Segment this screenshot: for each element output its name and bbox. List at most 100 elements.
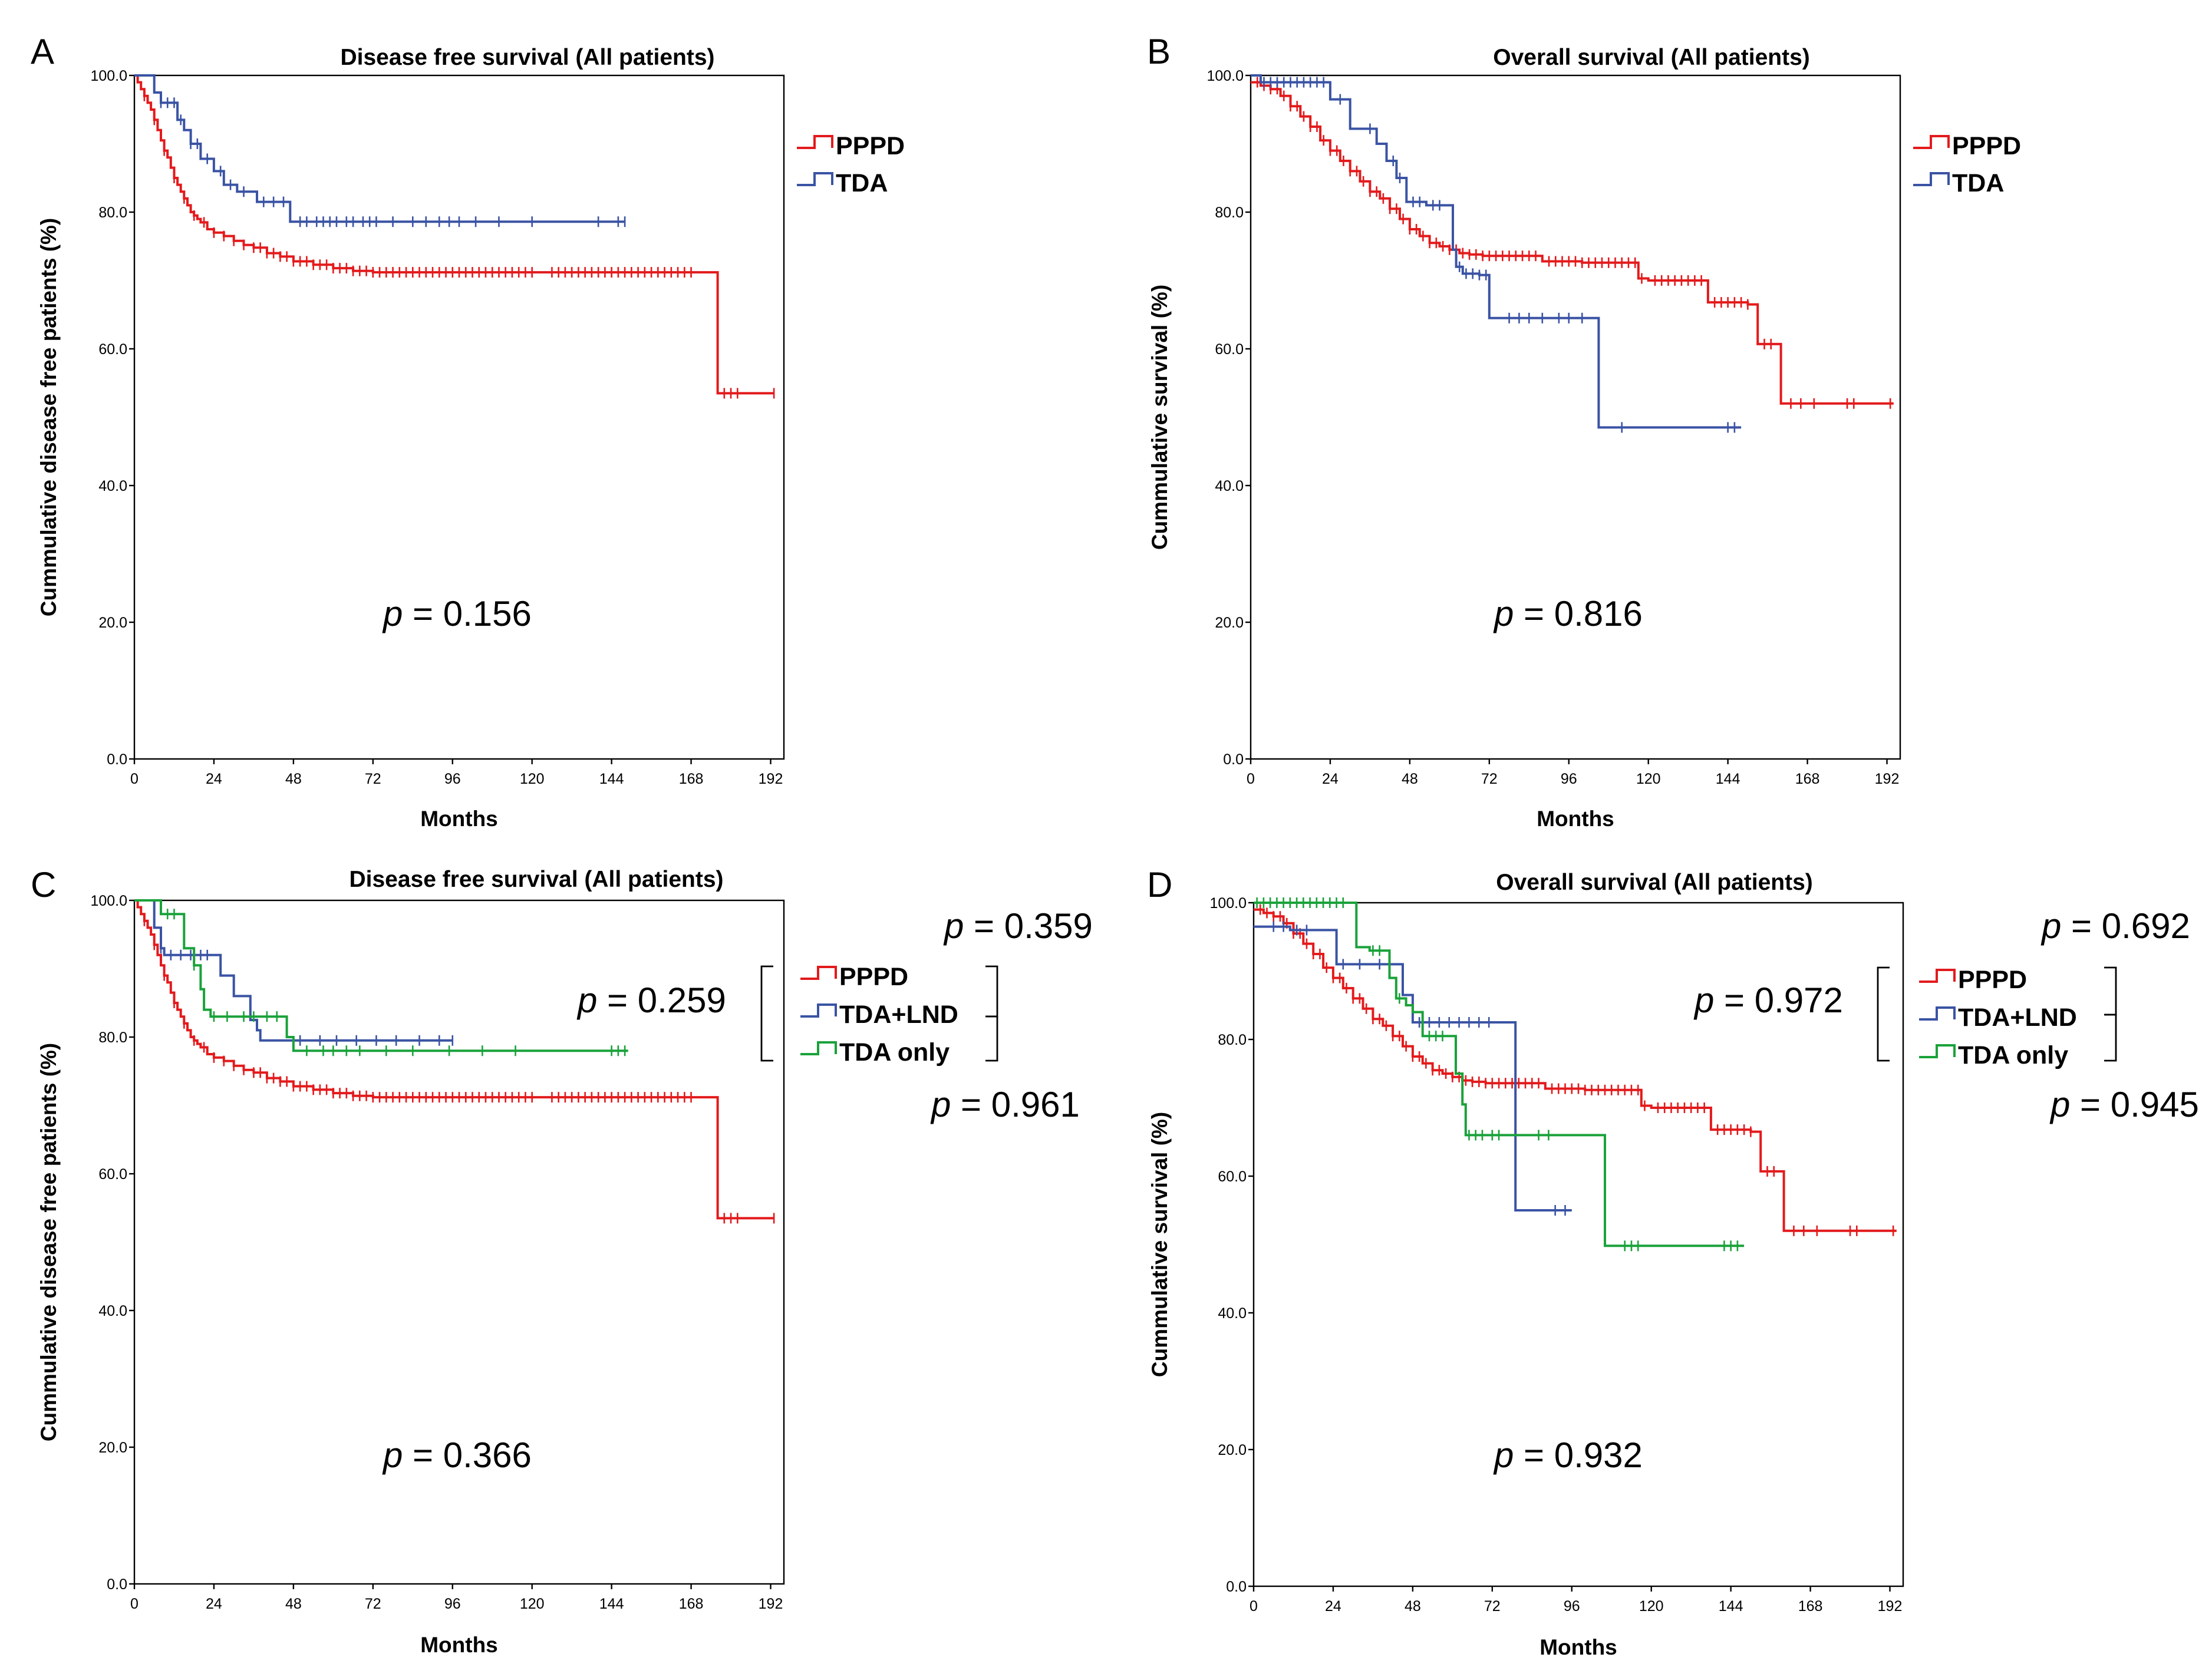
- p-value-text: = 0.156: [403, 594, 532, 633]
- p-symbol: p: [382, 594, 403, 633]
- chart-title: Disease free survival (All patients): [340, 45, 714, 70]
- legend-swatch-tda-lnd: [1919, 1006, 1956, 1021]
- y-tick-label: 60.0: [1218, 1168, 1247, 1185]
- x-axis-title: Months: [420, 1633, 498, 1657]
- x-tick-label: 192: [1875, 771, 1900, 787]
- p-value-bracket-bottom: p = 0.961: [930, 1085, 1080, 1124]
- chart-panel-b: B Overall survival (All patients) 0.0 20.0 4…: [1147, 32, 2021, 831]
- panel-label: C: [31, 865, 56, 904]
- p-value-bracket-left: p = 0.259: [576, 981, 726, 1020]
- series-tda-only: [134, 899, 628, 1057]
- y-tick-label: 40.0: [1215, 478, 1244, 494]
- y-tick-label: 20.0: [1215, 615, 1244, 631]
- x-tick-label: 72: [365, 1596, 381, 1612]
- p-symbol: p: [576, 981, 597, 1020]
- x-tick-label: 168: [679, 771, 704, 787]
- x-tick-label: 168: [1798, 1598, 1823, 1615]
- plot-frame: [1252, 902, 1904, 1587]
- series-tda: [134, 74, 626, 227]
- x-tick-label: 24: [1322, 771, 1339, 787]
- p-value-text: = 0.961: [951, 1085, 1080, 1124]
- p-symbol: p: [930, 1085, 951, 1124]
- x-tick-label: 120: [520, 1596, 545, 1612]
- x-tick-label: 72: [365, 771, 381, 787]
- x-tick-label: 48: [1405, 1598, 1421, 1615]
- x-tick-label: 48: [285, 771, 302, 787]
- panel-label: A: [31, 32, 54, 71]
- series-pppd: [1251, 77, 1894, 409]
- legend-swatch-pppd: [1913, 135, 1950, 149]
- y-tick-label: 20.0: [1218, 1442, 1247, 1458]
- series-tda-lnd: [1254, 921, 1572, 1216]
- bracket-left: [760, 965, 773, 1062]
- legend-swatch-pppd: [797, 135, 833, 149]
- legend-label: PPPD: [839, 963, 908, 991]
- x-axis-title: Months: [1540, 1635, 1617, 1659]
- legend-label: TDA: [836, 169, 888, 197]
- x-tick-label: 0: [1247, 771, 1255, 787]
- y-tick-label: 20.0: [98, 1440, 127, 1456]
- legend-swatch-pppd: [1919, 969, 1956, 983]
- x-tick-label: 0: [130, 1596, 139, 1612]
- p-value-center: p = 0.816: [1493, 594, 1643, 633]
- x-tick-label: 120: [1639, 1598, 1664, 1615]
- x-tick-label: 144: [599, 771, 624, 787]
- y-axis-title: Cummulative survival (%): [1148, 1112, 1172, 1377]
- x-axis-title: Months: [420, 807, 498, 831]
- y-tick-label: 40.0: [98, 478, 127, 494]
- x-tick-label: 96: [444, 1596, 461, 1612]
- y-tick-label: 100.0: [90, 68, 127, 84]
- legend-label: TDA+LND: [1958, 1003, 2077, 1032]
- p-value-text: = 0.692: [2061, 906, 2190, 946]
- x-axis-title: Months: [1537, 807, 1614, 831]
- y-tick-label: 60.0: [98, 341, 127, 358]
- p-value-bracket-top: p = 0.692: [2040, 906, 2190, 946]
- legend-label: TDA: [1952, 169, 2004, 197]
- survival-curve: [134, 899, 774, 1220]
- survival-curve: [134, 899, 453, 1042]
- y-axis-title: Cummulative disease free patients (%): [37, 1043, 61, 1442]
- p-value-bracket-left: p = 0.972: [1693, 981, 1843, 1020]
- p-symbol: p: [1693, 981, 1714, 1020]
- bracket-right-bottom: [2104, 1014, 2117, 1062]
- survival-curve: [1254, 925, 1572, 1211]
- bracket-right-bottom: [985, 1015, 998, 1062]
- survival-curve: [134, 899, 628, 1052]
- panel-label: D: [1147, 865, 1172, 904]
- y-tick-label: 80.0: [1215, 204, 1244, 221]
- bracket-right-top: [2104, 966, 2117, 1016]
- chart-panel-a: A Disease free survival (All patients) 0.0…: [31, 32, 905, 831]
- legend-swatch-tda: [797, 172, 833, 186]
- y-tick-label: 60.0: [98, 1166, 127, 1183]
- p-symbol: p: [2049, 1085, 2070, 1124]
- legend-swatch-pppd: [800, 966, 837, 980]
- y-tick-label: 60.0: [1215, 341, 1244, 358]
- y-tick-label: 0.0: [107, 751, 127, 768]
- survival-curve: [1254, 902, 1745, 1247]
- chart-panel-c: C Disease free survival (All patients) 0.0…: [31, 865, 1093, 1657]
- series-tda: [1251, 74, 1742, 433]
- series-tda-lnd: [134, 899, 454, 1046]
- x-tick-label: 0: [130, 771, 139, 787]
- p-value-text: = 0.932: [1514, 1435, 1643, 1475]
- bracket-right-top: [985, 965, 998, 1018]
- y-tick-label: 80.0: [1218, 1032, 1247, 1048]
- series-pppd: [1254, 904, 1897, 1236]
- survival-curve: [134, 74, 625, 223]
- plot-frame: [133, 74, 785, 760]
- legend-label: PPPD: [1952, 132, 2021, 160]
- survival-curve: [134, 74, 774, 395]
- y-tick-label: 80.0: [98, 1029, 127, 1046]
- x-tick-label: 96: [1561, 771, 1577, 787]
- y-tick-label: 20.0: [98, 615, 127, 631]
- legend-swatch-tda-lnd: [800, 1003, 837, 1018]
- p-value-text: = 0.359: [964, 906, 1093, 946]
- y-axis-title: Cummulative survival (%): [1148, 285, 1172, 550]
- y-tick-label: 100.0: [90, 893, 127, 909]
- series-tda-only: [1254, 897, 1745, 1252]
- survival-curve: [1254, 908, 1897, 1232]
- x-tick-label: 24: [206, 1596, 222, 1612]
- legend-swatch-tda: [1913, 172, 1950, 186]
- x-tick-label: 168: [1795, 771, 1820, 787]
